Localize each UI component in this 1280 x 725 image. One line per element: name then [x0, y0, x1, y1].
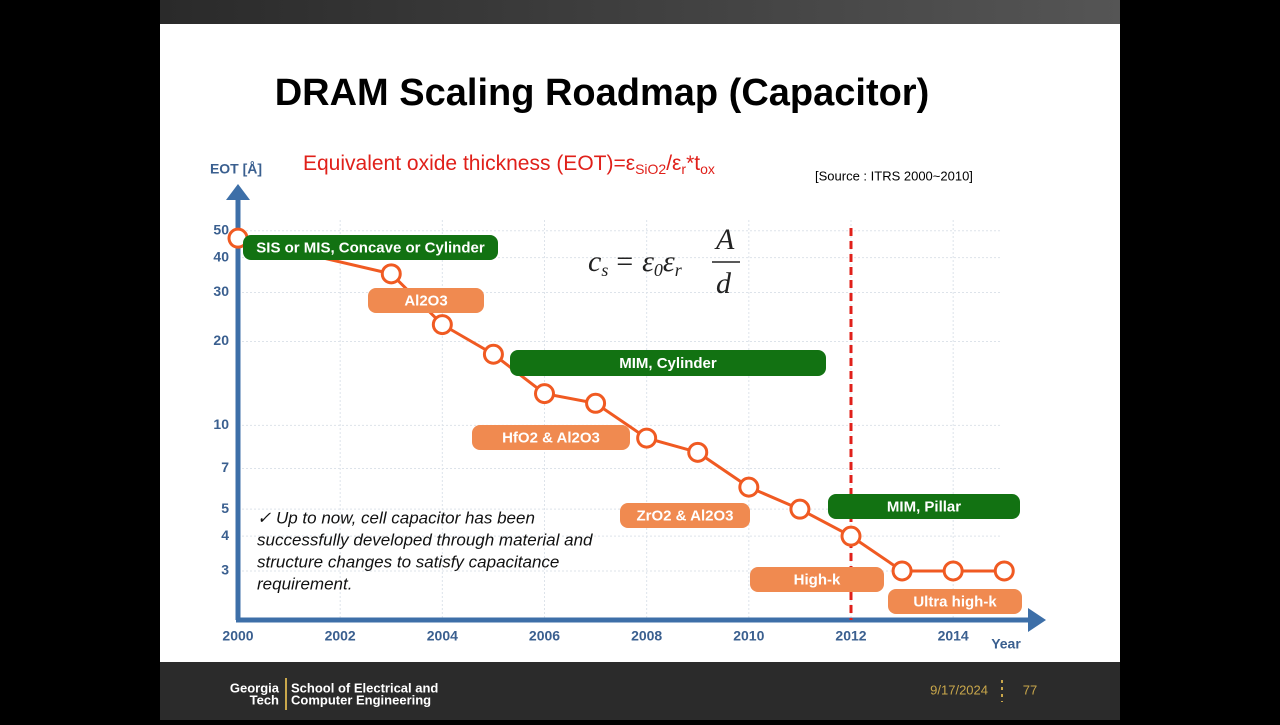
footer-page: 77	[1023, 682, 1037, 697]
x-tick-label: 2002	[325, 628, 356, 644]
x-tick-label: 2006	[529, 628, 560, 644]
annotation-label: MIM, Cylinder	[619, 355, 717, 372]
y-tick-label: 10	[213, 416, 229, 432]
logo-text: Georgia	[230, 680, 280, 695]
x-tick-label: 2008	[631, 628, 662, 644]
annotation-label: SIS or MIS, Concave or Cylinder	[256, 239, 485, 256]
top-bar	[160, 0, 1120, 24]
y-tick-label: 20	[213, 332, 229, 348]
annotation-box	[510, 350, 826, 376]
data-point	[891, 560, 913, 582]
data-point	[738, 476, 760, 498]
x-tick-label: 2010	[733, 628, 764, 644]
logo-text: Computer Engineering	[291, 692, 431, 707]
y-tick-label: 7	[221, 459, 229, 475]
data-point	[789, 498, 811, 520]
annotation-box	[888, 589, 1022, 614]
data-point	[993, 560, 1015, 582]
data-point	[585, 392, 607, 414]
x-tick-label: 2000	[222, 628, 253, 644]
footer-bar	[160, 662, 1120, 720]
footer-logo: Georgia Tech School of Electrical and Co…	[230, 678, 438, 710]
x-tick-label: 2004	[427, 628, 458, 644]
note-line: successfully developed through material …	[257, 530, 593, 549]
note-line: requirement.	[257, 574, 352, 593]
slide-body	[160, 24, 1120, 662]
x-tick-label: 2012	[835, 628, 866, 644]
annotation-label: Ultra high-k	[913, 593, 997, 610]
y-tick-label: 50	[213, 221, 229, 237]
y-tick-label: 30	[213, 283, 229, 299]
eot-definition: Equivalent oxide thickness (EOT)=εSiO2/ε…	[303, 152, 715, 177]
data-point	[482, 343, 504, 365]
y-tick-label: 4	[221, 527, 229, 543]
annotation-label: High-k	[794, 571, 841, 588]
annotation-box	[243, 235, 498, 260]
source: [Source : ITRS 2000~2010]	[815, 168, 973, 183]
y-tick-label: 5	[221, 500, 229, 516]
annotation-label: MIM, Pillar	[887, 498, 961, 515]
data-point	[636, 427, 658, 449]
y-axis-arrow	[226, 184, 250, 200]
annotation-box	[750, 567, 884, 592]
note-line: ✓ Up to now, cell capacitor has been	[257, 508, 535, 527]
x-axis-arrow	[1028, 608, 1046, 632]
annotation-box	[620, 503, 750, 528]
data-point	[431, 314, 453, 336]
annotation-label: Al2O3	[404, 292, 447, 309]
note-line: structure changes to satisfy capacitance	[257, 552, 559, 571]
slide-title: DRAM Scaling Roadmap (Capacitor)	[275, 72, 930, 114]
logo-text: School of Electrical and	[291, 680, 438, 695]
note: ✓ Up to now, cell capacitor has been suc…	[257, 508, 593, 593]
y-axis-label: EOT [Å]	[210, 161, 262, 177]
data-point	[380, 263, 402, 285]
annotation-box	[368, 288, 484, 313]
footer-date: 9/17/2024	[930, 682, 988, 697]
annotation-box	[472, 425, 630, 450]
data-point	[942, 560, 964, 582]
y-tick-label: 3	[221, 562, 229, 578]
y-tick-label: 40	[213, 248, 229, 264]
data-point	[687, 441, 709, 463]
data-point	[533, 383, 555, 405]
annotation-box	[828, 494, 1020, 519]
x-axis-label: Year	[991, 636, 1021, 652]
logo-text: Tech	[250, 692, 279, 707]
data-point	[840, 525, 862, 547]
capacitance-formula: cs = ε0εr A d	[588, 223, 741, 300]
x-tick-label: 2014	[938, 628, 969, 644]
annotation-label: HfO2 & Al2O3	[502, 429, 600, 446]
annotation-label: ZrO2 & Al2O3	[637, 507, 734, 524]
